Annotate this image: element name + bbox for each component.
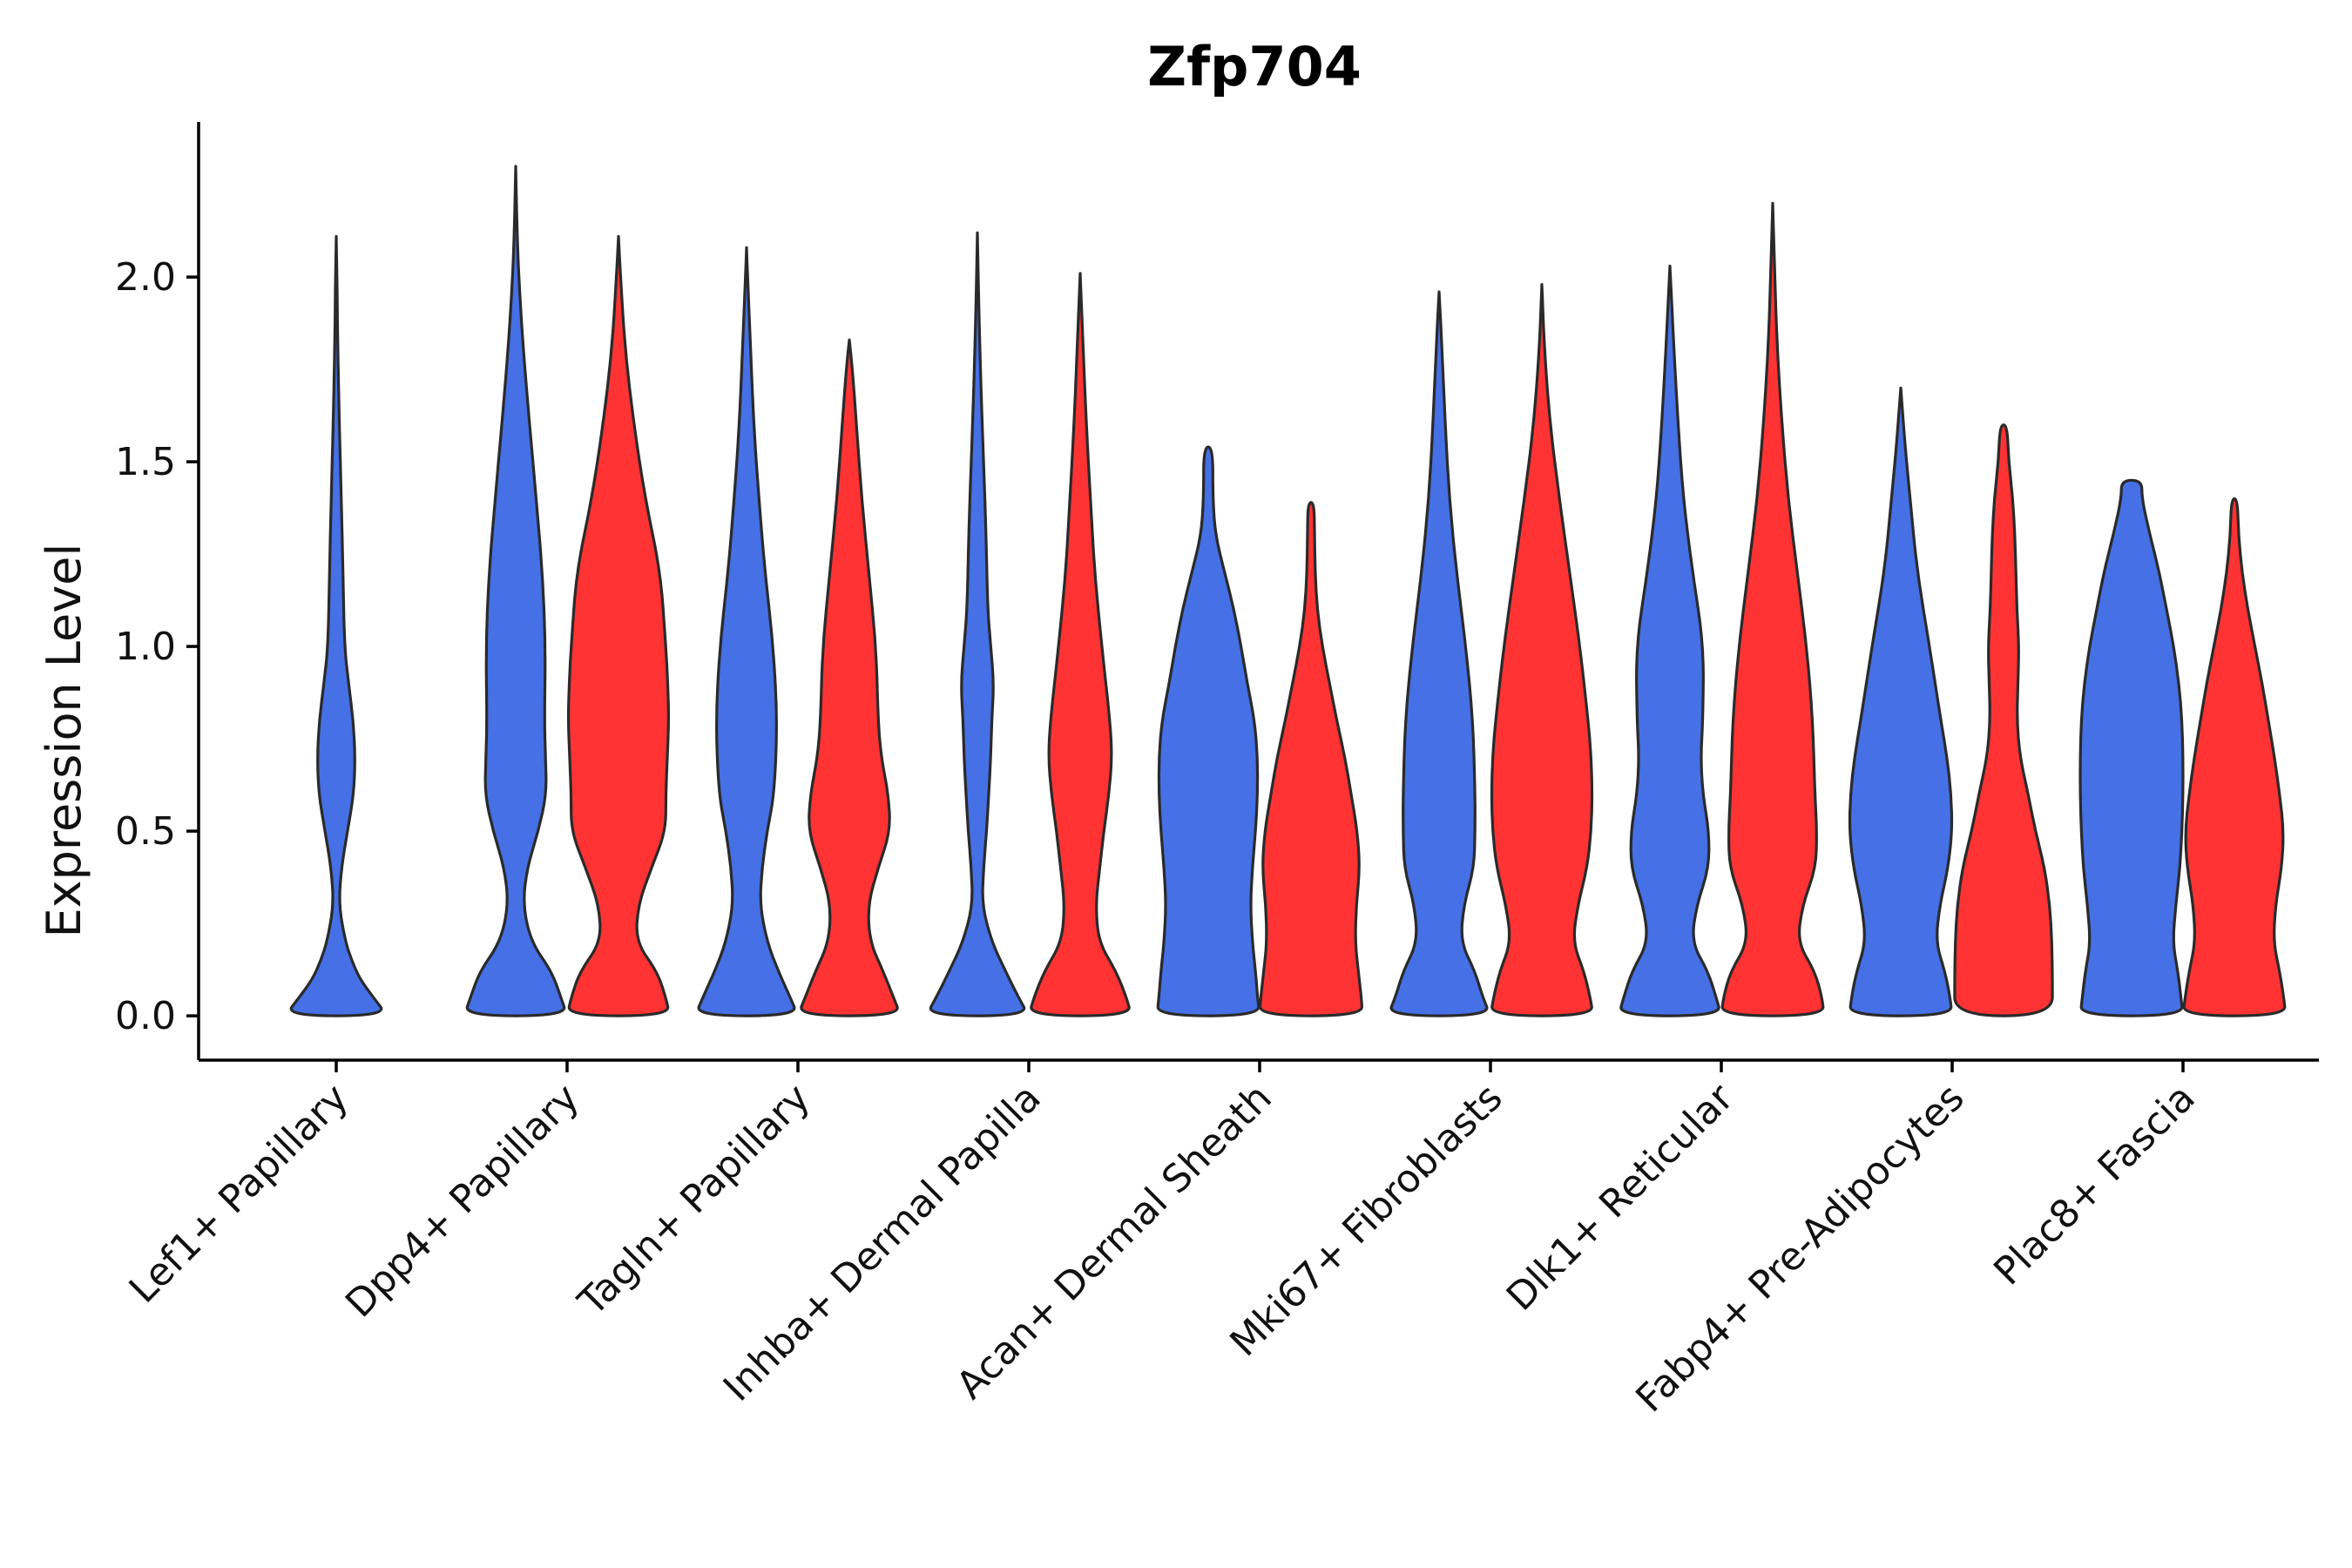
x-category-label: Dlk1+ Reticular [1498,1075,1743,1320]
violin-9-group-1 [2078,478,2185,1017]
y-tick-label: 1.0 [115,625,176,669]
y-tick-label: 1.5 [115,440,176,484]
chart-title: Zfp704 [1147,35,1362,98]
x-category-label: Lef1+ Papillary [121,1076,357,1312]
violin-9-group-2 [2182,497,2287,1017]
violin-5-group-1 [1156,445,1260,1017]
violin-7-group-1 [1619,264,1720,1017]
violin-5-group-2 [1259,501,1363,1017]
violin-2-group-1 [465,165,566,1017]
violin-4-group-1 [929,231,1026,1017]
violin-7-group-2 [1720,201,1825,1017]
violin-2-group-2 [566,234,671,1017]
x-category-label: Plac8+ Fascia [1985,1076,2204,1294]
violin-4-group-2 [1030,272,1131,1017]
violin-layer [289,165,2287,1017]
y-tick-label: 0.0 [115,994,176,1038]
violin-6-group-2 [1490,283,1594,1017]
y-tick-label: 0.5 [115,809,176,854]
violin-8-group-2 [1953,423,2054,1017]
violin-1-group-1 [289,234,383,1017]
violin-3-group-1 [697,246,796,1017]
x-category-label: Tagln+ Papillary [570,1076,819,1325]
violin-3-group-2 [800,338,899,1017]
x-category-label: Dpp4+ Papillary [337,1076,588,1327]
violin-6-group-1 [1389,290,1489,1017]
y-axis-label: Expression Level [37,544,91,938]
y-tick-label: 2.0 [115,255,176,300]
violin-8-group-1 [1848,386,1954,1017]
